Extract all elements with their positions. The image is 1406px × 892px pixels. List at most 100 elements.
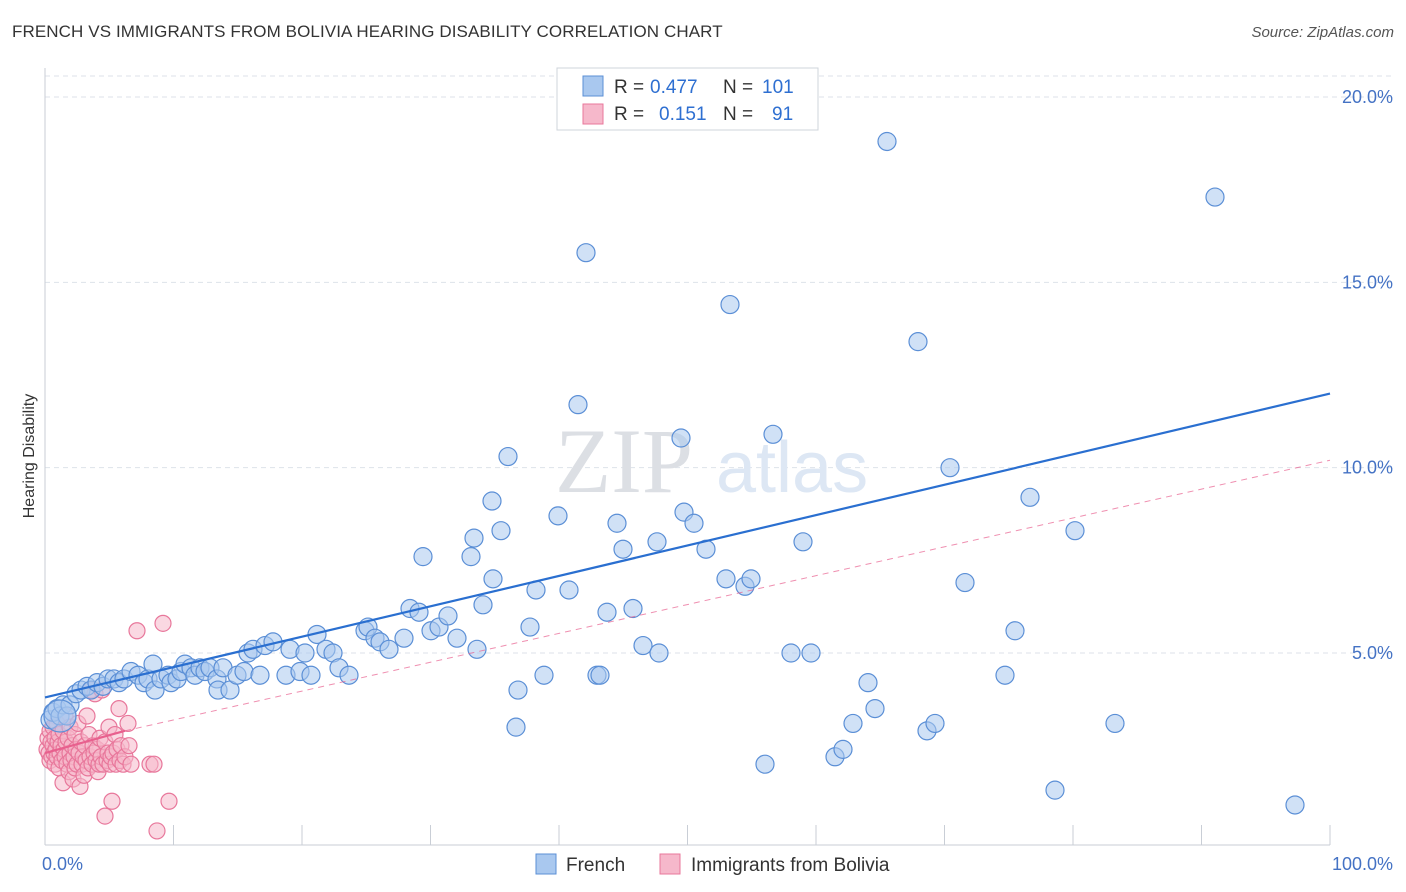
legend-bolivia-r-label: R = <box>614 104 644 125</box>
french-point-80 <box>534 665 554 685</box>
french-point-99 <box>720 294 740 315</box>
french-point-123 <box>1105 713 1125 734</box>
legend-french-r-value: 0.477 <box>650 77 698 98</box>
y-tick-label-0: 5.0% <box>1352 643 1393 663</box>
french-point-73 <box>483 569 503 589</box>
bottom-legend-french-swatch <box>535 853 557 875</box>
x-tick-labels: 0.0% 100.0% <box>42 854 1393 874</box>
bolivia-point-83 <box>119 714 137 733</box>
french-point-67 <box>447 628 467 648</box>
bottom-legend: French Immigrants from Bolivia <box>535 853 890 876</box>
legend-bolivia-n-label: N = <box>723 104 753 125</box>
stats-legend: R = 0.477 N = 101 R = 0.151 N = 91 <box>556 67 819 131</box>
french-point-113 <box>908 332 928 352</box>
french-point-78 <box>520 617 540 637</box>
french-point-105 <box>793 532 813 552</box>
french-point-112 <box>877 131 897 152</box>
x-tick-label-0: 0.0% <box>42 854 83 874</box>
bolivia-point-89 <box>148 822 166 840</box>
french-point-118 <box>995 665 1015 685</box>
french-point-96 <box>684 513 704 533</box>
legend-bolivia-swatch <box>582 103 604 125</box>
french-point-90 <box>623 598 643 619</box>
french-point-68 <box>461 547 481 567</box>
y-axis-label: Hearing Disability <box>21 394 38 519</box>
french-point-115 <box>925 713 945 734</box>
y-tick-label-2: 15.0% <box>1342 272 1393 292</box>
x-tick-label-1: 100.0% <box>1332 854 1393 874</box>
french-point-98 <box>716 569 736 589</box>
french-point-92 <box>647 532 667 552</box>
french-point-63 <box>413 547 433 567</box>
french-point-48 <box>295 643 315 663</box>
y-tick-label-3: 20.0% <box>1342 87 1393 107</box>
watermark-zip: ZIP <box>555 410 693 512</box>
french-point-74 <box>491 521 511 541</box>
french-point-109 <box>843 713 863 734</box>
legend-french-swatch <box>582 75 604 97</box>
french-points <box>40 131 1305 815</box>
french-point-120 <box>1020 487 1040 507</box>
y-tick-labels: 5.0% 10.0% 15.0% 20.0% <box>1342 87 1393 663</box>
french-point-88 <box>607 513 627 533</box>
legend-french-n-label: N = <box>723 77 753 98</box>
bolivia-point-85 <box>122 755 140 773</box>
french-point-42 <box>250 665 270 685</box>
chart-title: FRENCH VS IMMIGRANTS FROM BOLIVIA HEARIN… <box>12 22 723 41</box>
french-point-104 <box>781 643 801 663</box>
watermark-atlas: atlas <box>716 428 868 508</box>
french-point-21 <box>143 654 163 674</box>
bottom-legend-bolivia: Immigrants from Bolivia <box>691 855 890 876</box>
bolivia-point-88 <box>145 755 163 773</box>
trend-lines <box>44 392 1331 755</box>
french-point-66 <box>438 606 458 626</box>
french-point-110 <box>858 673 878 693</box>
french-point-94 <box>671 428 691 448</box>
watermark: ZIP atlas <box>555 410 868 512</box>
french-point-93 <box>649 643 669 663</box>
bolivia-trend-extension <box>124 459 1331 732</box>
french-point-69 <box>464 528 484 548</box>
french-point-117 <box>955 572 975 593</box>
french-point-81 <box>548 506 568 526</box>
bolivia-trend-line <box>44 729 126 755</box>
french-point-108 <box>833 739 853 759</box>
french-point-72 <box>482 491 502 511</box>
french-cluster-bubble <box>43 699 77 733</box>
french-point-59 <box>379 639 399 659</box>
legend-french-r-label: R = <box>614 77 644 98</box>
french-point-62 <box>409 602 429 622</box>
french-point-60 <box>394 628 414 648</box>
legend-french-n-value: 101 <box>762 77 794 98</box>
legend-bolivia-n-value: 91 <box>772 104 793 125</box>
french-point-86 <box>590 665 610 685</box>
grid-lines <box>45 75 1392 654</box>
french-point-103 <box>763 424 783 444</box>
bottom-legend-bolivia-swatch <box>659 853 681 875</box>
bolivia-point-67 <box>96 807 114 825</box>
french-point-101 <box>741 569 761 589</box>
bolivia-point-86 <box>128 622 146 640</box>
french-point-39 <box>234 661 254 682</box>
french-point-124 <box>1205 187 1225 207</box>
french-trend-line <box>44 392 1331 699</box>
bolivia-point-49 <box>78 707 96 725</box>
french-point-87 <box>597 602 617 622</box>
bolivia-point-84 <box>120 737 138 755</box>
french-point-70 <box>467 639 487 659</box>
french-point-89 <box>613 539 633 559</box>
french-point-71 <box>473 595 493 615</box>
french-point-83 <box>568 395 588 415</box>
french-point-82 <box>559 580 579 600</box>
bolivia-point-91 <box>160 792 178 810</box>
french-point-122 <box>1065 521 1085 541</box>
bolivia-point-73 <box>103 792 121 810</box>
french-point-91 <box>633 635 653 656</box>
french-point-77 <box>508 680 528 700</box>
bolivia-point-78 <box>110 699 128 718</box>
bottom-legend-french: French <box>566 855 625 876</box>
french-point-125 <box>1285 795 1305 815</box>
french-point-84 <box>576 243 596 263</box>
french-point-111 <box>865 698 885 719</box>
